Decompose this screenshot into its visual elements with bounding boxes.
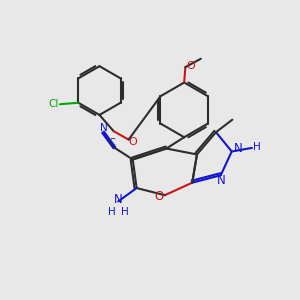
Text: N: N [217,174,226,187]
Text: O: O [128,137,137,147]
Text: H: H [121,207,129,217]
Text: C: C [109,139,115,148]
Text: H: H [253,142,260,152]
Text: O: O [186,61,195,71]
Text: N: N [100,123,108,133]
Text: H: H [108,207,116,217]
Text: O: O [154,190,164,203]
Text: N: N [234,142,243,155]
Text: Cl: Cl [48,99,59,109]
Text: N: N [114,193,123,206]
